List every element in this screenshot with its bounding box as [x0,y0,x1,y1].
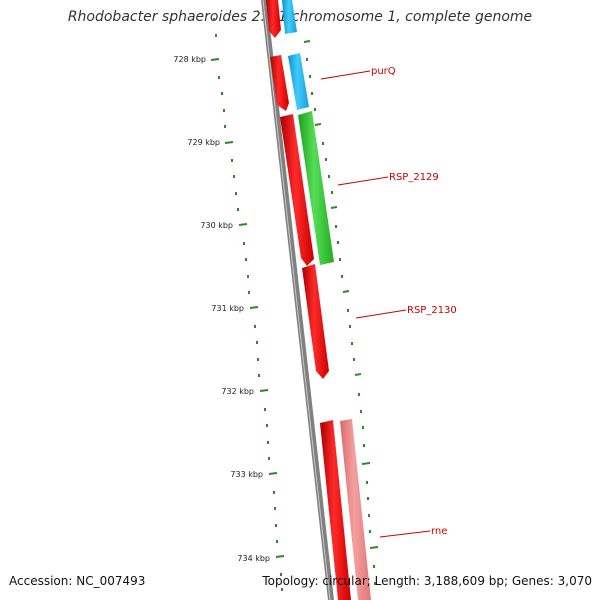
tick-mark [210,58,220,61]
gene-arrow [288,53,309,110]
scale-label: 728 kbp [173,55,206,64]
tick-mark [224,141,234,144]
accession-text: Accession: NC_007493 [9,574,146,588]
scale-labels: 728 kbp 729 kbp 730 kbp 731 kbp 732 kbp … [173,55,270,563]
gene-label-purq: purQ [371,66,396,77]
gene-arrow [266,0,281,38]
genome-summary-text: Topology: circular; Length: 3,188,609 bp… [262,574,592,588]
gene-arrow [320,420,351,600]
gene-arrow [282,0,297,34]
gene-labels: purQ RSP_2129 RSP_2130 rne [371,66,457,537]
gene-label-rne: rne [431,526,447,537]
scale-label: 729 kbp [187,138,220,147]
gene-arrow [280,114,314,266]
scale-label: 731 kbp [211,304,244,313]
scale-label: 730 kbp [200,221,233,230]
scale-label: 732 kbp [221,387,254,396]
map-title: Rhodobacter sphaeroides 2.4.1 chromosome… [67,9,533,25]
label-lines [320,70,431,538]
tick-mark [259,389,269,392]
tick-mark [238,223,248,226]
gene-label-rsp-2129: RSP_2129 [389,172,439,183]
scale-label: 733 kbp [230,470,263,479]
gene-arrow [270,55,289,111]
tick-mark [275,555,285,558]
gene-arrow [340,419,371,600]
scale-ticks [210,18,379,591]
gene-arrow [298,111,334,265]
tick-mark [249,306,259,309]
gene-label-rsp-2130: RSP_2130 [407,305,457,316]
tick-mark [268,472,278,475]
gene-arrow [302,264,329,379]
scale-label: 734 kbp [237,554,270,563]
gene-features [266,0,371,600]
